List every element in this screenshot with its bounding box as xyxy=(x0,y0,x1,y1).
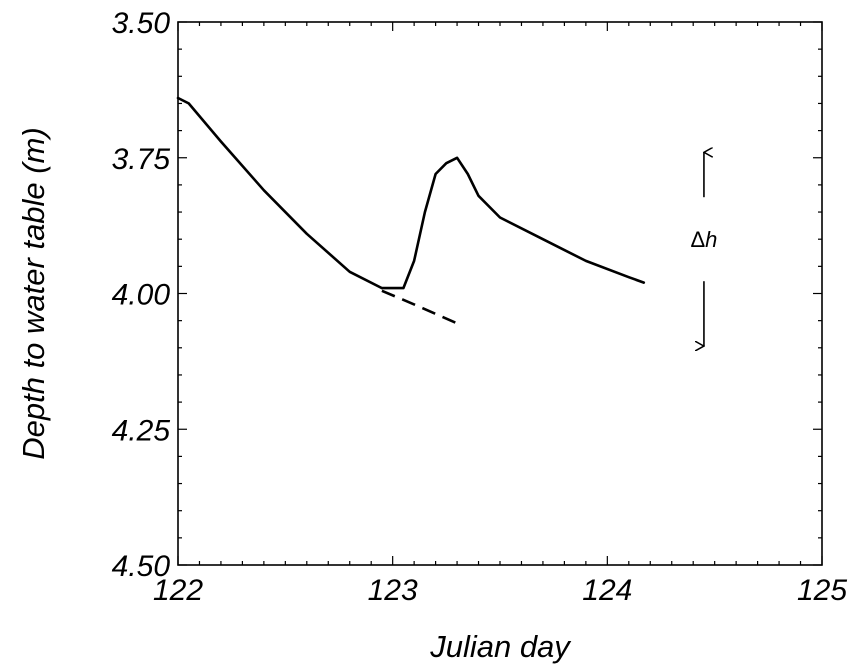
series-group xyxy=(178,98,644,323)
x-axis-label: Julian day xyxy=(429,629,572,664)
plot-frame xyxy=(178,22,822,565)
axis-ticks xyxy=(178,22,822,565)
y-tick-label: 3.50 xyxy=(112,7,171,40)
y-tick-label: 4.00 xyxy=(112,279,171,312)
x-tick-label: 123 xyxy=(368,574,418,607)
x-tick-label: 125 xyxy=(797,574,847,607)
x-tick-label: 124 xyxy=(582,574,632,607)
extrapolation-dashed-line xyxy=(382,291,457,324)
y-tick-label: 4.25 xyxy=(112,414,171,447)
y-tick-label: 4.50 xyxy=(112,550,171,583)
delta-symbol: Δ xyxy=(690,227,705,252)
h-variable: h xyxy=(705,227,717,252)
delta-h-label: Δh xyxy=(690,227,717,252)
water-table-line xyxy=(178,98,644,288)
y-axis-label: Depth to water table (m) xyxy=(16,127,51,460)
delta-h-annotation: Δh xyxy=(690,152,717,346)
y-tick-label: 3.75 xyxy=(112,143,171,176)
